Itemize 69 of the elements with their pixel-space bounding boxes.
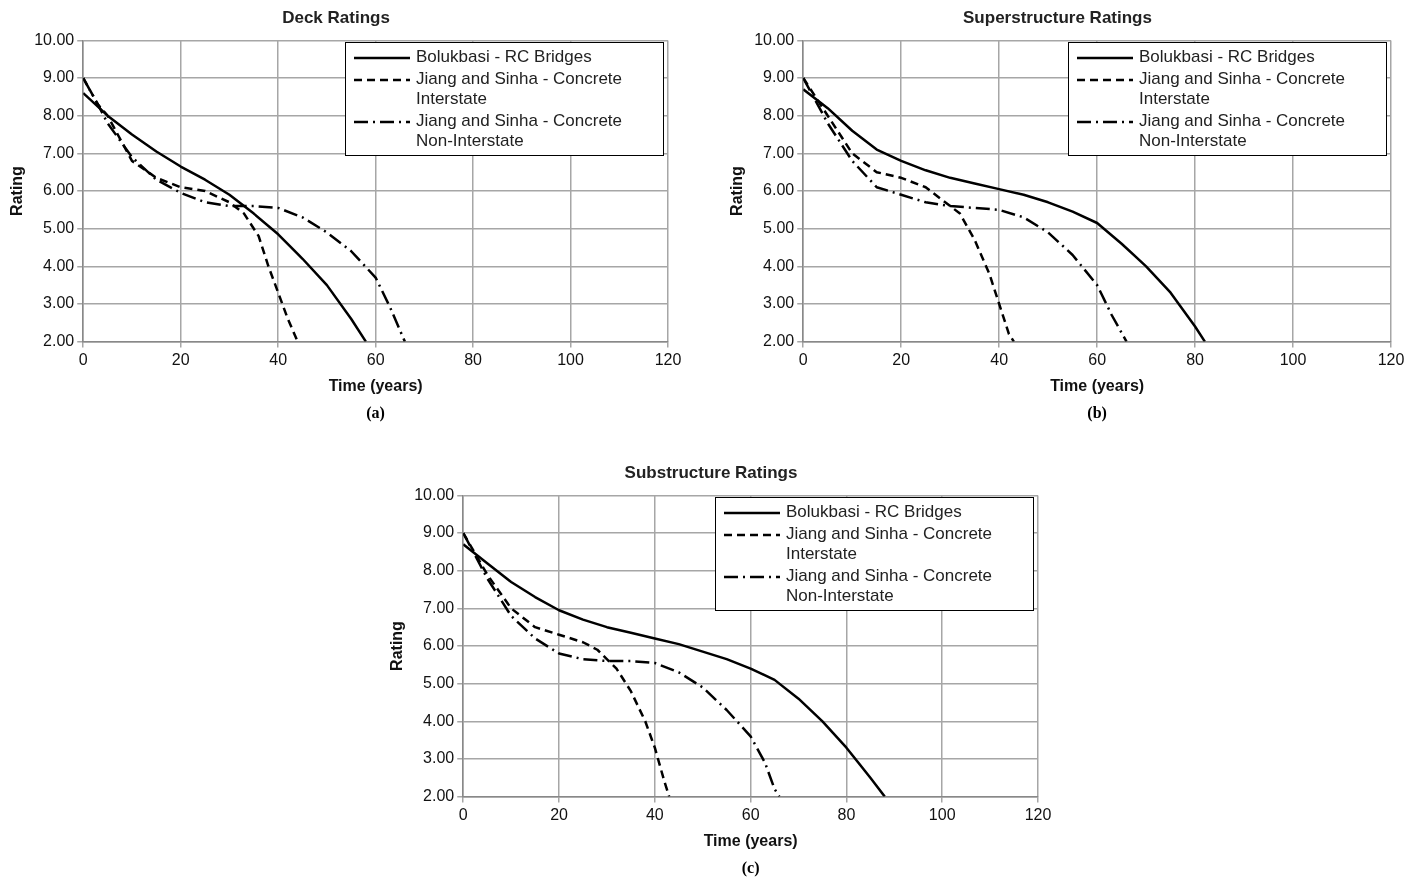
legend-label: Jiang and Sinha - Concrete Interstate [786, 524, 994, 565]
text: (c) [740, 859, 761, 877]
x-tick-label: 100 [928, 805, 956, 823]
x-axis-title: Time (years) [1050, 376, 1145, 394]
y-tick-label: 2.00 [763, 332, 795, 350]
x-tick-label: 80 [464, 350, 483, 368]
legend-label: Bolukbasi - RC Bridges [786, 502, 962, 523]
y-tick-label: 4.00 [43, 256, 75, 274]
x-tick-label: 0 [78, 350, 88, 368]
y-tick-label: 7.00 [43, 143, 75, 161]
x-tick-label: 0 [798, 350, 808, 368]
y-tick-label: 4.00 [763, 256, 795, 274]
x-tick-label: 120 [1377, 350, 1405, 368]
x-tick-label: 40 [990, 350, 1009, 368]
legend-label: Jiang and Sinha - Concrete Interstate [1139, 69, 1347, 110]
text: (b) [1086, 404, 1108, 422]
y-tick-label: 5.00 [423, 674, 455, 692]
y-tick-label: 10.00 [34, 30, 75, 48]
y-axis-title: Rating [728, 166, 746, 216]
y-tick-label: 5.00 [43, 219, 75, 237]
y-tick-label: 9.00 [43, 68, 75, 86]
y-tick-label: 7.00 [763, 143, 795, 161]
legend-label: Bolukbasi - RC Bridges [416, 47, 592, 68]
x-tick-label: 40 [269, 350, 288, 368]
y-tick-label: 10.00 [414, 485, 455, 503]
x-tick-label: 60 [366, 350, 385, 368]
x-axis-title: Time (years) [328, 376, 423, 394]
y-axis-title: Rating [8, 166, 26, 216]
y-tick-label: 6.00 [423, 636, 455, 654]
x-tick-label: 20 [550, 805, 569, 823]
y-tick-label: 8.00 [763, 106, 795, 124]
x-tick-label: 80 [837, 805, 856, 823]
y-tick-label: 2.00 [43, 332, 75, 350]
y-tick-label: 3.00 [43, 294, 75, 312]
chart-title: Superstructure Ratings [963, 7, 1152, 27]
y-tick-label: 2.00 [423, 787, 455, 805]
legend-label: Bolukbasi - RC Bridges [1139, 47, 1315, 68]
legend-label: Jiang and Sinha - Concrete Non-Interstate [416, 111, 624, 152]
x-tick-label: 100 [557, 350, 584, 368]
x-tick-label: 120 [1024, 805, 1052, 823]
x-tick-label: 20 [892, 350, 911, 368]
y-tick-label: 3.00 [423, 749, 455, 767]
y-tick-label: 9.00 [423, 523, 455, 541]
x-tick-label: 60 [1088, 350, 1107, 368]
legend-label: Jiang and Sinha - Concrete Non-Interstate [786, 566, 994, 607]
x-tick-label: 60 [741, 805, 760, 823]
text: (a) [365, 404, 386, 422]
x-tick-label: 40 [645, 805, 664, 823]
y-tick-label: 5.00 [763, 219, 795, 237]
chart-title: Substructure Ratings [624, 462, 798, 482]
y-tick-label: 7.00 [423, 598, 455, 616]
x-tick-label: 20 [171, 350, 190, 368]
legend-label: Jiang and Sinha - Concrete Non-Interstate [1139, 111, 1347, 152]
y-tick-label: 4.00 [423, 711, 455, 729]
y-tick-label: 3.00 [763, 294, 795, 312]
y-axis-title: Rating [388, 621, 406, 671]
y-tick-label: 8.00 [43, 106, 75, 124]
x-axis-title: Time (years) [703, 831, 798, 849]
legend-label: Jiang and Sinha - Concrete Interstate [416, 69, 624, 110]
x-tick-label: 120 [654, 350, 682, 368]
y-tick-label: 8.00 [423, 561, 455, 579]
y-tick-label: 6.00 [763, 181, 795, 199]
y-tick-label: 9.00 [763, 68, 795, 86]
x-tick-label: 80 [1186, 350, 1205, 368]
chart-title: Deck Ratings [282, 7, 390, 27]
y-tick-label: 6.00 [43, 181, 75, 199]
y-tick-label: 10.00 [754, 30, 795, 48]
x-tick-label: 100 [1279, 350, 1307, 368]
x-tick-label: 0 [458, 805, 468, 823]
